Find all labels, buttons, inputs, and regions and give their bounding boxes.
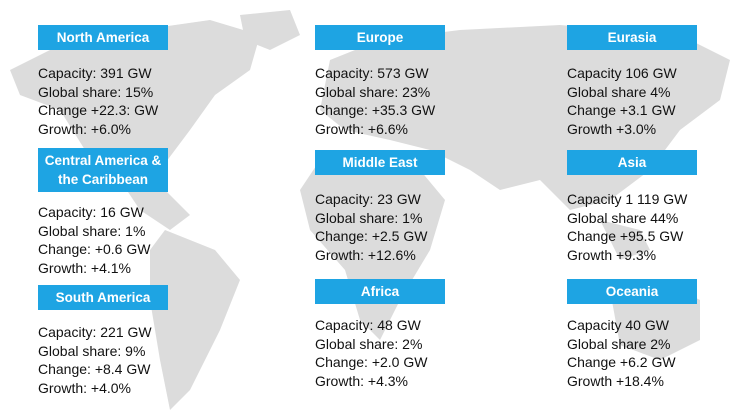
stat-line: Capacity 1 119 GW bbox=[567, 191, 688, 207]
stat-line: Growth: +4.0% bbox=[38, 379, 131, 396]
stat-line: Change: +8.4 GW bbox=[38, 361, 151, 377]
stat-line: Global share 2% bbox=[567, 335, 671, 352]
stat-line: Change: +35.3 GW bbox=[315, 102, 436, 118]
stat-line: Change: +0.6 GW bbox=[38, 241, 151, 257]
region-header: Oceania bbox=[567, 279, 697, 304]
stat-line: Change +3.1 GW bbox=[567, 102, 676, 118]
stat-line: Global share: 23% bbox=[315, 83, 431, 100]
stat-line: Capacity 106 GW bbox=[567, 65, 677, 81]
stat-line: Global share: 1% bbox=[315, 209, 423, 226]
stat-line: Growth +18.4% bbox=[567, 372, 664, 389]
stat-line: Growth +3.0% bbox=[567, 120, 657, 137]
stat-line: Growth +9.3% bbox=[567, 246, 657, 263]
stat-line: Growth: +6.0% bbox=[38, 120, 131, 137]
stat-line: Capacity: 48 GW bbox=[315, 317, 421, 333]
stat-line: Growth: +4.1% bbox=[38, 259, 131, 276]
stat-line: Global share 4% bbox=[567, 83, 671, 100]
region-header: Central America & the Caribbean bbox=[38, 148, 168, 192]
stat-line: Capacity: 391 GW bbox=[38, 65, 152, 81]
stat-line: Change: +2.5 GW bbox=[315, 228, 428, 244]
stat-line: Capacity: 573 GW bbox=[315, 65, 429, 81]
stat-line: Growth: +6.6% bbox=[315, 120, 408, 137]
stat-line: Change +6.2 GW bbox=[567, 354, 676, 370]
region-header: Africa bbox=[315, 279, 445, 304]
region-header: Eurasia bbox=[567, 25, 697, 50]
stat-line: Change +95.5 GW bbox=[567, 228, 684, 244]
stat-line: Capacity 40 GW bbox=[567, 317, 669, 333]
stat-line: Growth: +12.6% bbox=[315, 246, 416, 263]
stat-line: Change +22.3: GW bbox=[38, 102, 159, 118]
region-header: Europe bbox=[315, 25, 445, 50]
stat-line: Capacity: 221 GW bbox=[38, 324, 152, 340]
region-header: South America bbox=[38, 285, 168, 310]
stat-line: Change: +2.0 GW bbox=[315, 354, 428, 370]
stat-line: Global share: 2% bbox=[315, 335, 423, 352]
stat-line: Global share: 9% bbox=[38, 342, 146, 359]
stat-line: Global share: 1% bbox=[38, 222, 146, 239]
stat-line: Global share: 15% bbox=[38, 83, 154, 100]
stat-line: Capacity: 23 GW bbox=[315, 191, 421, 207]
region-header: Asia bbox=[567, 150, 697, 175]
region-header: North America bbox=[38, 25, 168, 50]
stat-line: Capacity: 16 GW bbox=[38, 204, 144, 220]
region-header: Middle East bbox=[315, 150, 445, 175]
stat-line: Global share 44% bbox=[567, 209, 679, 226]
stat-line: Growth: +4.3% bbox=[315, 372, 408, 389]
